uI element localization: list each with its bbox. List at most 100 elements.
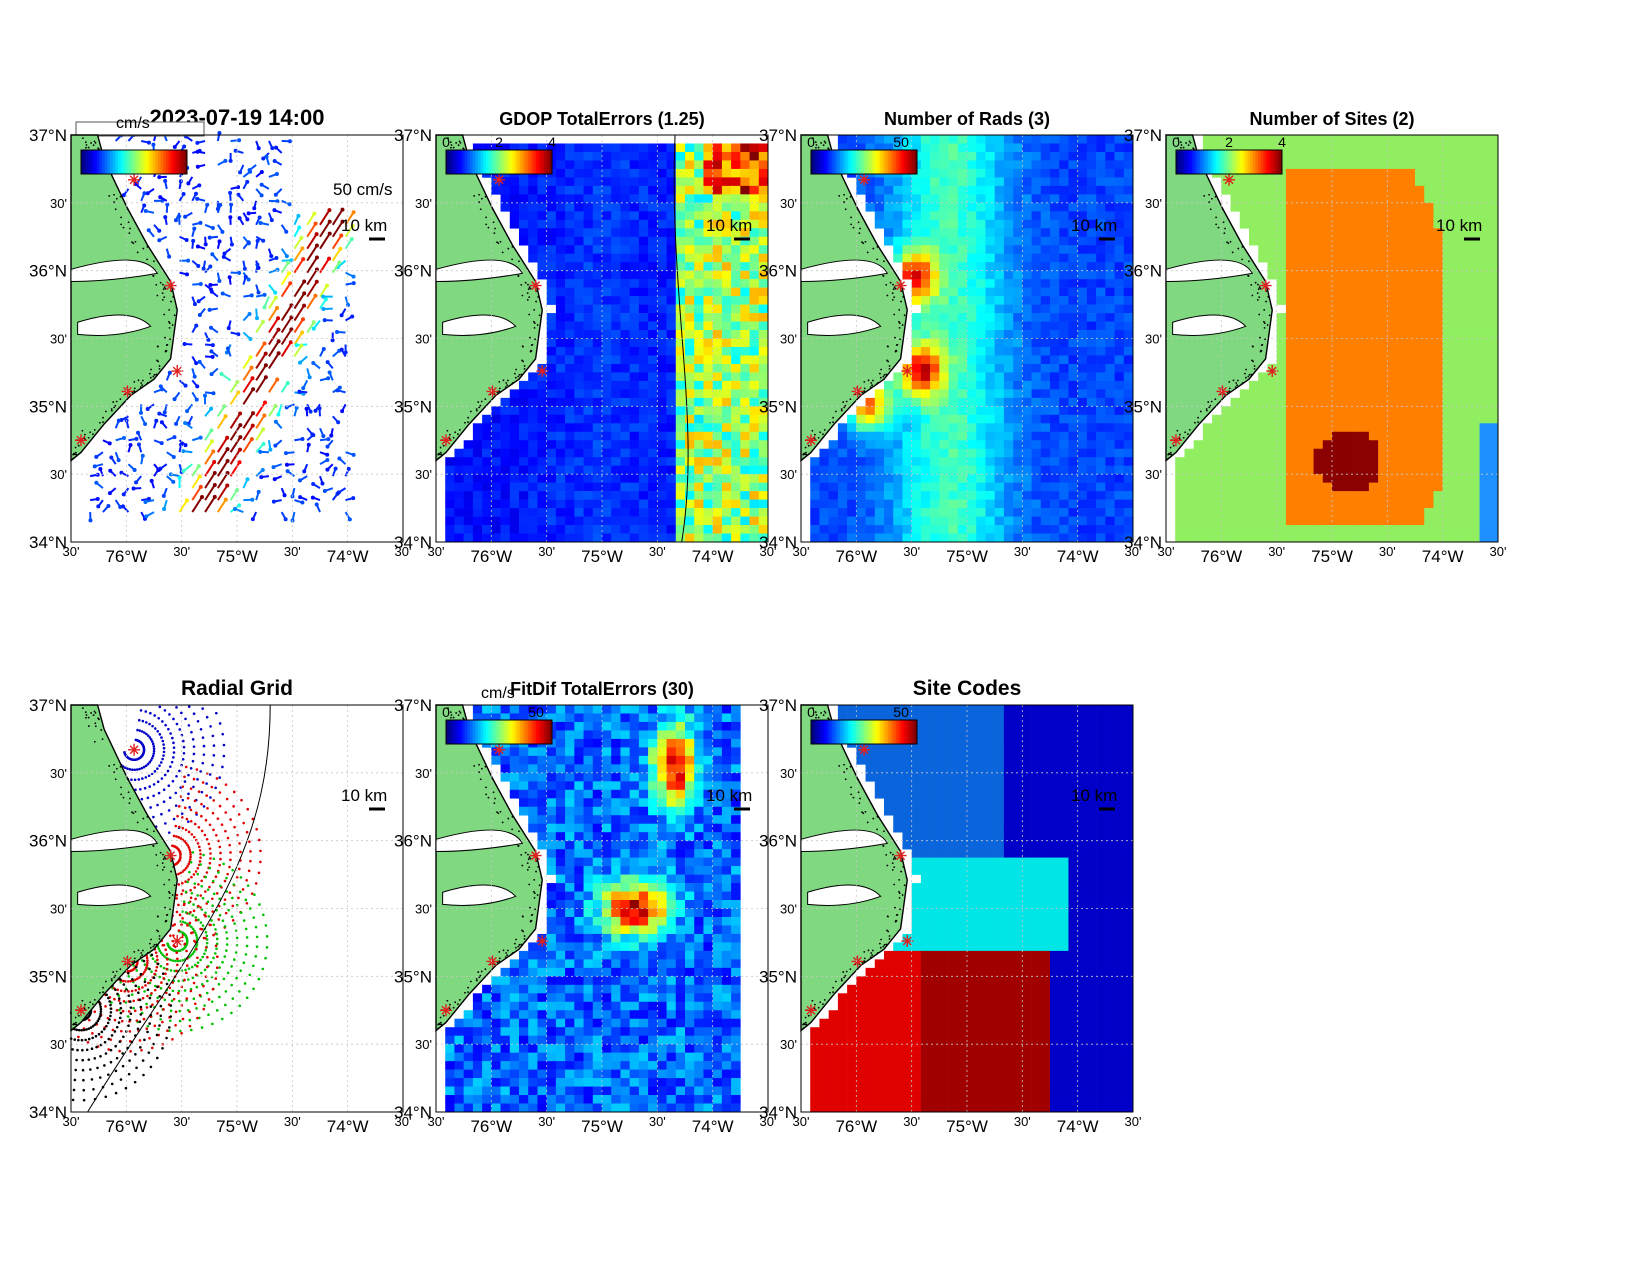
field-cell [1050, 253, 1060, 263]
field-cell [920, 135, 931, 144]
colorbar-tick-label: 4 [548, 134, 556, 150]
current-vector-head [229, 202, 234, 207]
field-cell [1123, 346, 1134, 356]
field-cell [1304, 177, 1314, 187]
field-cell [555, 363, 566, 373]
current-vector-head [236, 192, 241, 197]
field-cell [675, 533, 686, 543]
field-cell [555, 440, 566, 450]
field-cell [1050, 143, 1060, 153]
field-cell [1396, 330, 1407, 339]
field-cell [509, 448, 520, 458]
field-cell [629, 482, 640, 492]
field-cell [948, 194, 959, 204]
field-cell [694, 304, 704, 314]
field-cell [629, 287, 640, 297]
field-cell [675, 448, 686, 458]
field-cell [1396, 287, 1407, 297]
field-cell [620, 245, 630, 255]
field-cell [721, 287, 732, 297]
field-cell [1350, 338, 1360, 348]
coast-dot [480, 197, 483, 200]
field-cell [1359, 330, 1370, 339]
field-cell [712, 448, 723, 458]
field-cell [994, 372, 1005, 382]
colorbar-segment [157, 150, 161, 174]
coast-dot [491, 208, 494, 211]
field-cell [592, 143, 603, 153]
colorbar-segment [877, 150, 881, 174]
field-cell [740, 431, 750, 441]
field-cell [565, 177, 575, 187]
field-cell [1433, 372, 1443, 382]
field-cell [994, 380, 1005, 390]
field-cell [694, 397, 704, 407]
field-cell [902, 380, 912, 390]
field-cell [1470, 185, 1480, 195]
field-cell [740, 168, 750, 178]
field-cell [1022, 253, 1032, 263]
field-cell [985, 397, 995, 407]
field-cell [1096, 236, 1106, 246]
field-cell [874, 482, 885, 492]
field-cell [574, 151, 584, 161]
coast-dot [529, 336, 531, 339]
field-cell [1258, 236, 1268, 246]
coast-dot [158, 365, 161, 367]
current-vector-head [268, 447, 273, 452]
field-cell [1040, 338, 1051, 348]
current-vector [229, 412, 241, 429]
field-cell [657, 168, 667, 178]
field-cell [519, 465, 529, 475]
field-cell [1285, 135, 1296, 144]
field-cell [620, 321, 630, 331]
field-cell [703, 236, 713, 246]
field-cell [1123, 143, 1134, 153]
sound-inlet [800, 259, 889, 283]
field-cell [657, 499, 667, 509]
field-cell [583, 168, 594, 178]
field-cell [930, 474, 940, 483]
field-cell [1022, 457, 1032, 466]
current-vector-head [327, 231, 332, 236]
coast-dot [142, 379, 144, 382]
field-cell [911, 516, 922, 526]
colorbar-segment [501, 150, 505, 174]
colorbar-segment [168, 150, 172, 174]
current-vector-head [158, 195, 163, 200]
colorbar-segment [107, 150, 111, 174]
field-cell [758, 279, 769, 288]
field-cell [994, 253, 1005, 263]
field-cell [856, 440, 866, 450]
field-cell [911, 321, 922, 331]
coast-dot [501, 251, 504, 254]
field-cell [602, 448, 612, 458]
field-cell [902, 516, 912, 526]
field-cell [1022, 448, 1032, 458]
field-cell [1368, 372, 1379, 382]
field-cell [902, 448, 912, 458]
field-cell [1114, 482, 1125, 492]
field-cell [1013, 389, 1023, 399]
field-cell [1022, 287, 1032, 297]
field-cell [930, 423, 940, 433]
field-cell [1387, 194, 1397, 204]
field-cell [1040, 262, 1051, 271]
field-cell [948, 491, 959, 500]
field-cell [1479, 372, 1490, 382]
field-cell [1295, 355, 1305, 365]
field-cell [1341, 287, 1351, 297]
field-cell [1105, 508, 1115, 517]
coast-dot [901, 324, 904, 326]
field-cell [1123, 211, 1134, 221]
coast-dot [87, 146, 90, 149]
field-cell [1123, 219, 1134, 229]
field-cell [1068, 304, 1078, 314]
field-cell [1396, 304, 1407, 314]
field-cell [1123, 287, 1134, 297]
field-cell [731, 389, 741, 399]
field-cell [1050, 202, 1060, 212]
field-cell [620, 287, 630, 297]
field-cell [911, 508, 922, 517]
field-cell [893, 525, 903, 534]
